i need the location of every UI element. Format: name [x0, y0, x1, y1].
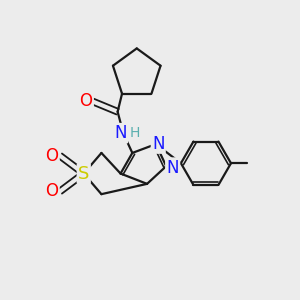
Text: N: N — [152, 134, 164, 152]
Text: N: N — [167, 159, 179, 177]
Text: N: N — [114, 124, 127, 142]
Text: O: O — [46, 147, 59, 165]
Text: S: S — [78, 165, 89, 183]
Text: O: O — [46, 182, 59, 200]
Text: H: H — [130, 126, 140, 140]
Text: O: O — [80, 92, 93, 110]
